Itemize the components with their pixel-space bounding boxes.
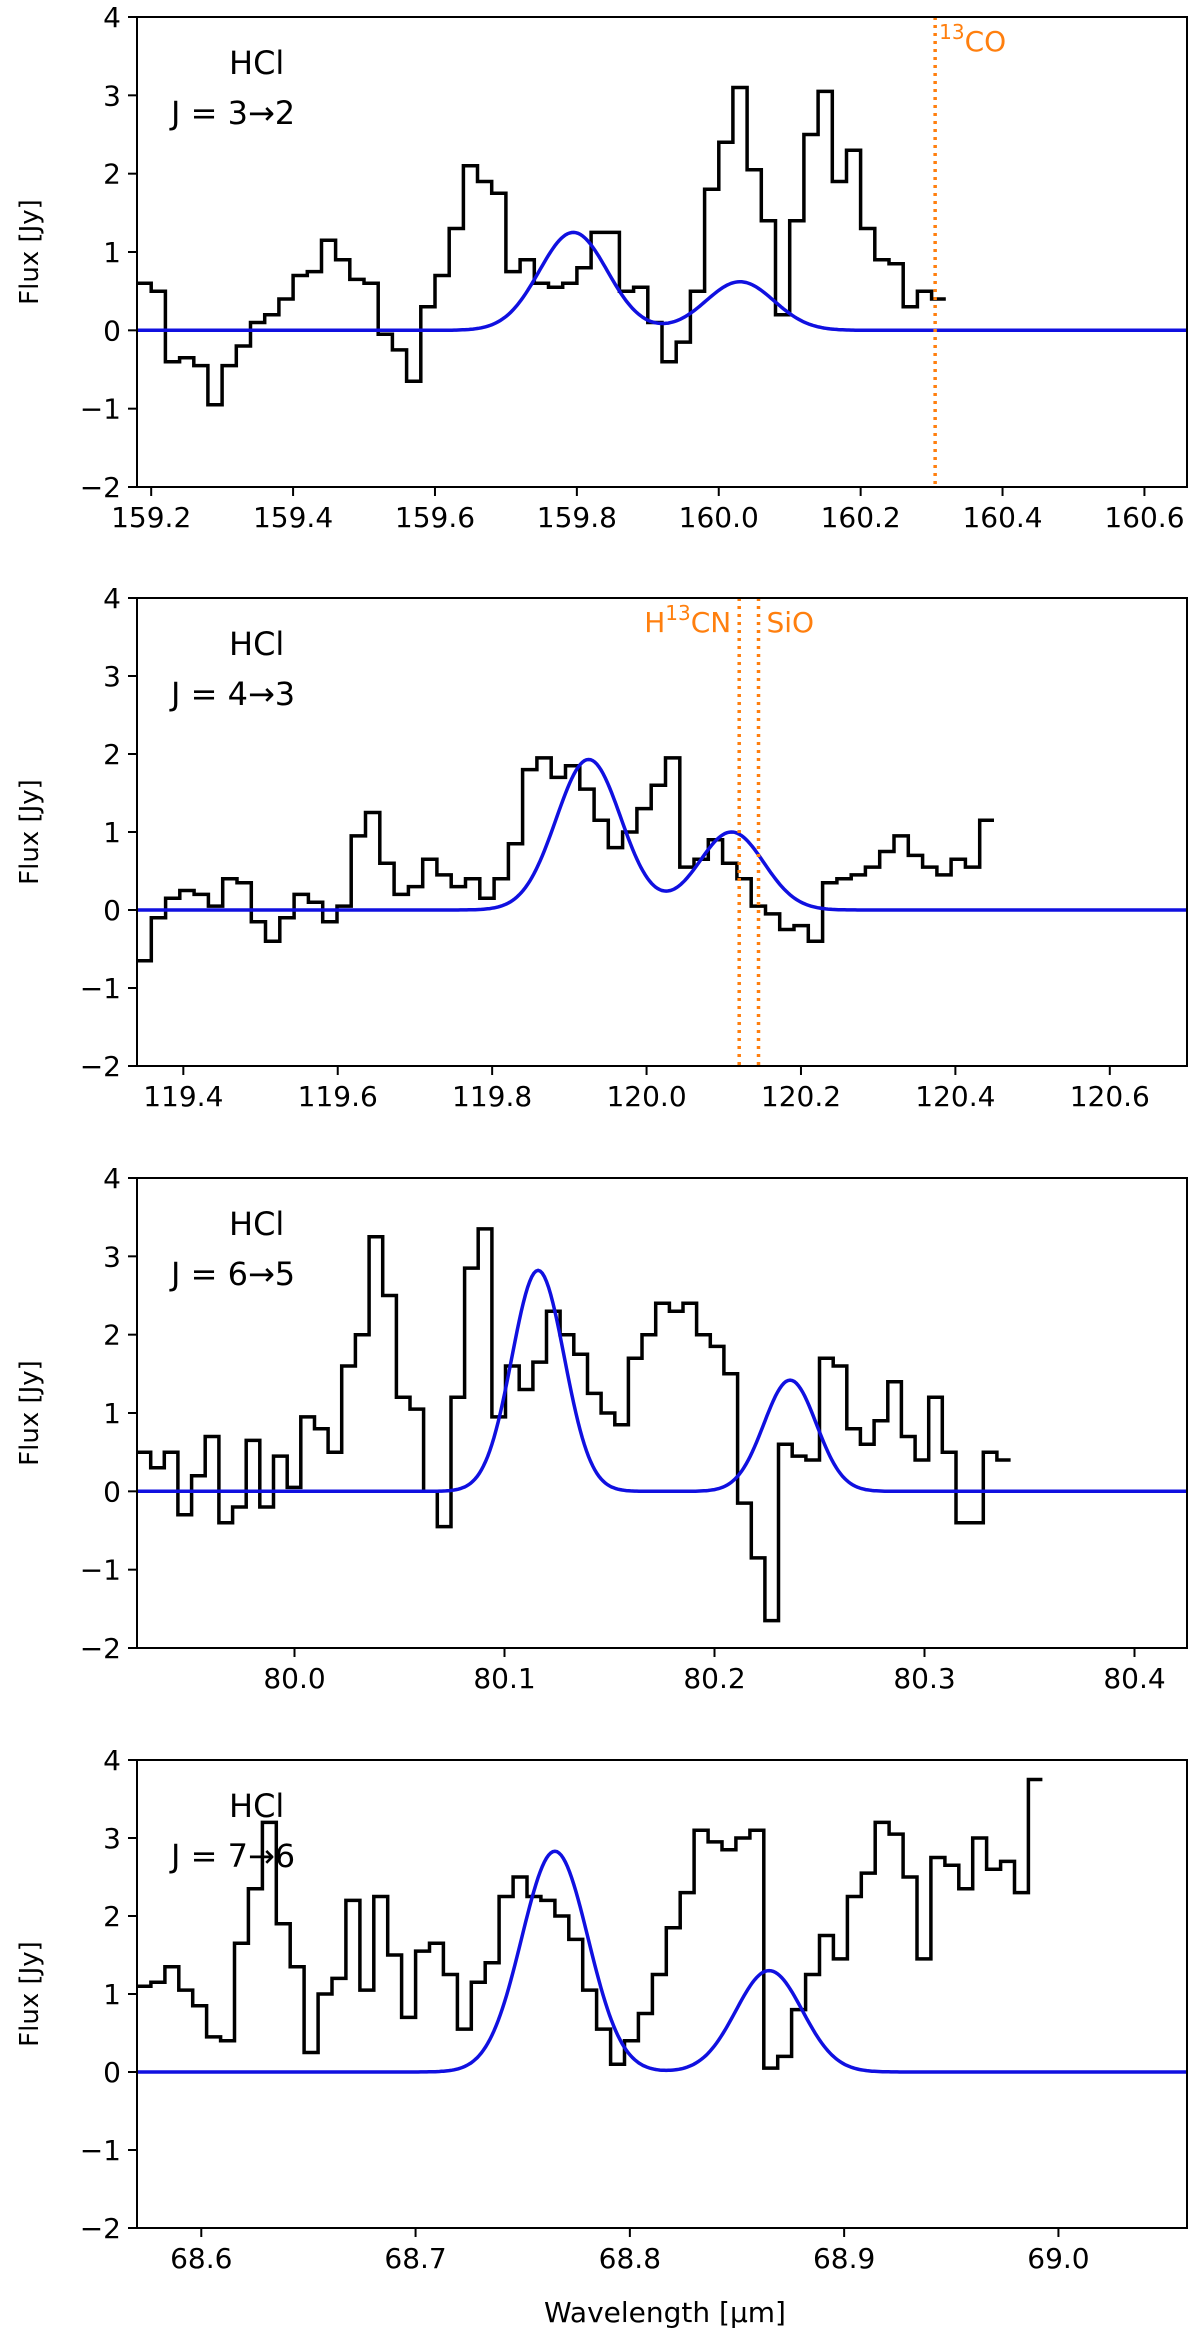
species-label: HCl: [229, 625, 284, 663]
axes-frame: [136, 597, 1188, 1067]
x-tick-label: 160.0: [679, 501, 759, 534]
y-tick-label: −1: [80, 1554, 121, 1587]
marker-label: 13CO: [939, 20, 1006, 58]
transition-label: J = 4→3: [169, 675, 295, 713]
y-tick-label: 0: [103, 894, 121, 927]
x-tick-label: 68.9: [813, 2242, 875, 2275]
y-tick-label: 4: [103, 1744, 121, 1777]
x-tick-label: 160.4: [962, 501, 1042, 534]
y-tick-label: 0: [103, 1475, 121, 1508]
x-tick-label: 120.0: [606, 1080, 686, 1113]
y-tick-label: −2: [80, 1050, 121, 1083]
x-tick-label: 69.0: [1027, 2242, 1089, 2275]
y-tick-label: 0: [103, 2056, 121, 2089]
panel-4: −2 −1 0 1 2 3 4 68.6 68.7 68.8 68.9 69.0 Flux [Jy] HC…: [15, 1744, 1188, 2275]
y-tick-label: 1: [103, 816, 121, 849]
y-tick-label: 3: [103, 660, 121, 693]
y-tick-label: 4: [103, 582, 121, 615]
spectrum-line: [137, 85, 946, 407]
x-tick-label: 119.8: [452, 1080, 532, 1113]
species-label: HCl: [229, 1205, 284, 1243]
y-tick-label: 0: [103, 314, 121, 347]
marker-label: H13CN: [644, 601, 731, 639]
y-tick-label: 1: [103, 236, 121, 269]
y-tick-label: 3: [103, 79, 121, 112]
y-tick-label: 2: [103, 738, 121, 771]
x-tick-label: 68.8: [599, 2242, 661, 2275]
axes-frame: [136, 16, 1188, 488]
y-axis-label: Flux [Jy]: [15, 199, 45, 305]
x-tick-label: 80.2: [683, 1662, 745, 1695]
y-tick-label: −2: [80, 1632, 121, 1665]
y-axis-label: Flux [Jy]: [15, 1941, 45, 2047]
axes-frame: [136, 1177, 1188, 1649]
gaussian-fit-line: [137, 757, 1187, 912]
x-tick-label: 80.4: [1103, 1662, 1165, 1695]
y-axis-label: Flux [Jy]: [15, 779, 45, 885]
y-tick-label: −1: [80, 2134, 121, 2167]
gaussian-fit-line: [137, 230, 1187, 333]
x-tick-label: 80.0: [263, 1662, 325, 1695]
gaussian-fit-line: [137, 1268, 1187, 1494]
y-tick-label: 4: [103, 1162, 121, 1195]
marker-label: SiO: [767, 606, 815, 639]
x-tick-label: 68.6: [170, 2242, 232, 2275]
transition-label: J = 6→5: [169, 1255, 295, 1293]
x-tick-label: 159.4: [253, 501, 333, 534]
y-tick-label: −1: [80, 393, 121, 426]
y-tick-label: −2: [80, 471, 121, 504]
x-tick-label: 159.2: [111, 501, 191, 534]
transition-label: J = 7→6: [169, 1837, 295, 1875]
x-tick-label: 80.1: [473, 1662, 535, 1695]
panel-1: −2 −1 0 1 2 3 4 159.2 159.4 159.6 159.8 160.0 160.2 1…: [15, 1, 1188, 534]
spectrum-line: [137, 1227, 1011, 1623]
y-tick-label: 3: [103, 1822, 121, 1855]
spectrum-line: [137, 1777, 1043, 2070]
x-tick-label: 160.6: [1104, 501, 1184, 534]
panel-2: −2 −1 0 1 2 3 4 119.4 119.6 119.8 120.0 120.2 120.4 1…: [15, 582, 1188, 1113]
y-tick-label: 1: [103, 1978, 121, 2011]
x-tick-label: 160.2: [821, 501, 901, 534]
x-tick-label: 68.7: [384, 2242, 446, 2275]
x-tick-label: 120.6: [1070, 1080, 1150, 1113]
y-tick-label: 1: [103, 1397, 121, 1430]
x-tick-label: 119.6: [298, 1080, 378, 1113]
x-tick-label: 159.8: [537, 501, 617, 534]
x-tick-label: 120.4: [915, 1080, 995, 1113]
species-label: HCl: [229, 1787, 284, 1825]
y-axis-label: Flux [Jy]: [15, 1360, 45, 1466]
y-tick-label: 4: [103, 1, 121, 34]
y-tick-label: −2: [80, 2212, 121, 2245]
axes-frame: [136, 1759, 1188, 2229]
x-tick-label: 159.6: [395, 501, 475, 534]
x-tick-label: 120.2: [761, 1080, 841, 1113]
species-label: HCl: [229, 44, 284, 82]
y-tick-label: −1: [80, 972, 121, 1005]
x-tick-label: 119.4: [143, 1080, 223, 1113]
y-tick-label: 2: [103, 158, 121, 191]
gaussian-fit-line: [137, 1849, 1187, 2074]
y-tick-label: 2: [103, 1319, 121, 1352]
spectrum-line: [137, 756, 994, 963]
panel-3: −2 −1 0 1 2 3 4 80.0 80.1 80.2 80.3 80.4 Flux [Jy] HC…: [15, 1162, 1188, 1695]
transition-label: J = 3→2: [169, 94, 295, 132]
x-tick-label: 80.3: [893, 1662, 955, 1695]
y-tick-label: 2: [103, 1900, 121, 1933]
x-axis-label: Wavelength [μm]: [544, 2296, 786, 2329]
y-tick-label: 3: [103, 1240, 121, 1273]
